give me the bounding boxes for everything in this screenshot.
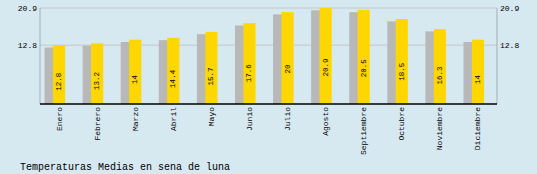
- bar: [243, 23, 255, 104]
- x-tick-label: Enero: [55, 107, 64, 131]
- y-axis-line: [40, 8, 41, 104]
- chart-root: 12.8 13.2 14 14.4 15.7 17.6 20 20.9 20.5 18.5 16.3…: [0, 0, 537, 174]
- data-label: 18.5: [398, 62, 406, 81]
- data-label: 20.5: [360, 59, 368, 78]
- y-tick-label: 20.9: [18, 4, 37, 13]
- data-label: 17.6: [245, 64, 253, 83]
- data-label: 12.8: [55, 73, 63, 91]
- x-tick-label: Mayo: [207, 107, 216, 126]
- data-label: 14: [474, 75, 482, 85]
- bars: [45, 8, 484, 104]
- bar: [91, 43, 103, 104]
- background: [0, 0, 537, 174]
- x-tick-label: Agosto: [321, 107, 330, 136]
- y2-tick-label: 12.8: [500, 41, 519, 50]
- data-label: 14.4: [169, 69, 177, 88]
- bar: [129, 40, 141, 104]
- x-tick-label: Abril: [169, 107, 178, 131]
- x-tick-label: Febrero: [93, 107, 102, 141]
- title: Temperaturas Medias en sena de luna: [20, 162, 230, 173]
- x-tick-label: Noviembre: [435, 107, 444, 150]
- y2-axis-line: [497, 8, 498, 104]
- bar: [205, 32, 217, 104]
- bar: [358, 10, 370, 104]
- data-label: 20.9: [322, 59, 330, 77]
- x-tick-label: Diciembre: [473, 107, 482, 150]
- data-label: 13.2: [93, 72, 101, 90]
- y2-tick-label: 20.9: [500, 4, 519, 13]
- x-axis-line: [40, 103, 497, 105]
- chart-svg: 12.8 13.2 14 14.4 15.7 17.6 20 20.9 20.5 18.5 16.3…: [0, 0, 537, 174]
- bar: [281, 12, 293, 104]
- y-tick-label: 12.8: [18, 41, 37, 50]
- bar: [472, 40, 484, 104]
- data-label: 20: [284, 64, 292, 74]
- bar: [167, 38, 179, 104]
- data-label: 14: [131, 75, 139, 85]
- x-tick-label: Junio: [245, 107, 254, 131]
- x-tick-label: Septiembre: [359, 107, 368, 155]
- bar: [53, 45, 65, 104]
- x-tick-label: Julio: [283, 107, 292, 131]
- grid-line: [40, 8, 497, 9]
- x-tick-label: Octubre: [397, 107, 406, 141]
- bar: [396, 19, 408, 104]
- data-label: 16.3: [436, 66, 444, 85]
- x-tick-label: Marzo: [131, 107, 140, 131]
- bar: [434, 29, 446, 104]
- data-label: 15.7: [207, 68, 215, 86]
- bar: [320, 8, 332, 104]
